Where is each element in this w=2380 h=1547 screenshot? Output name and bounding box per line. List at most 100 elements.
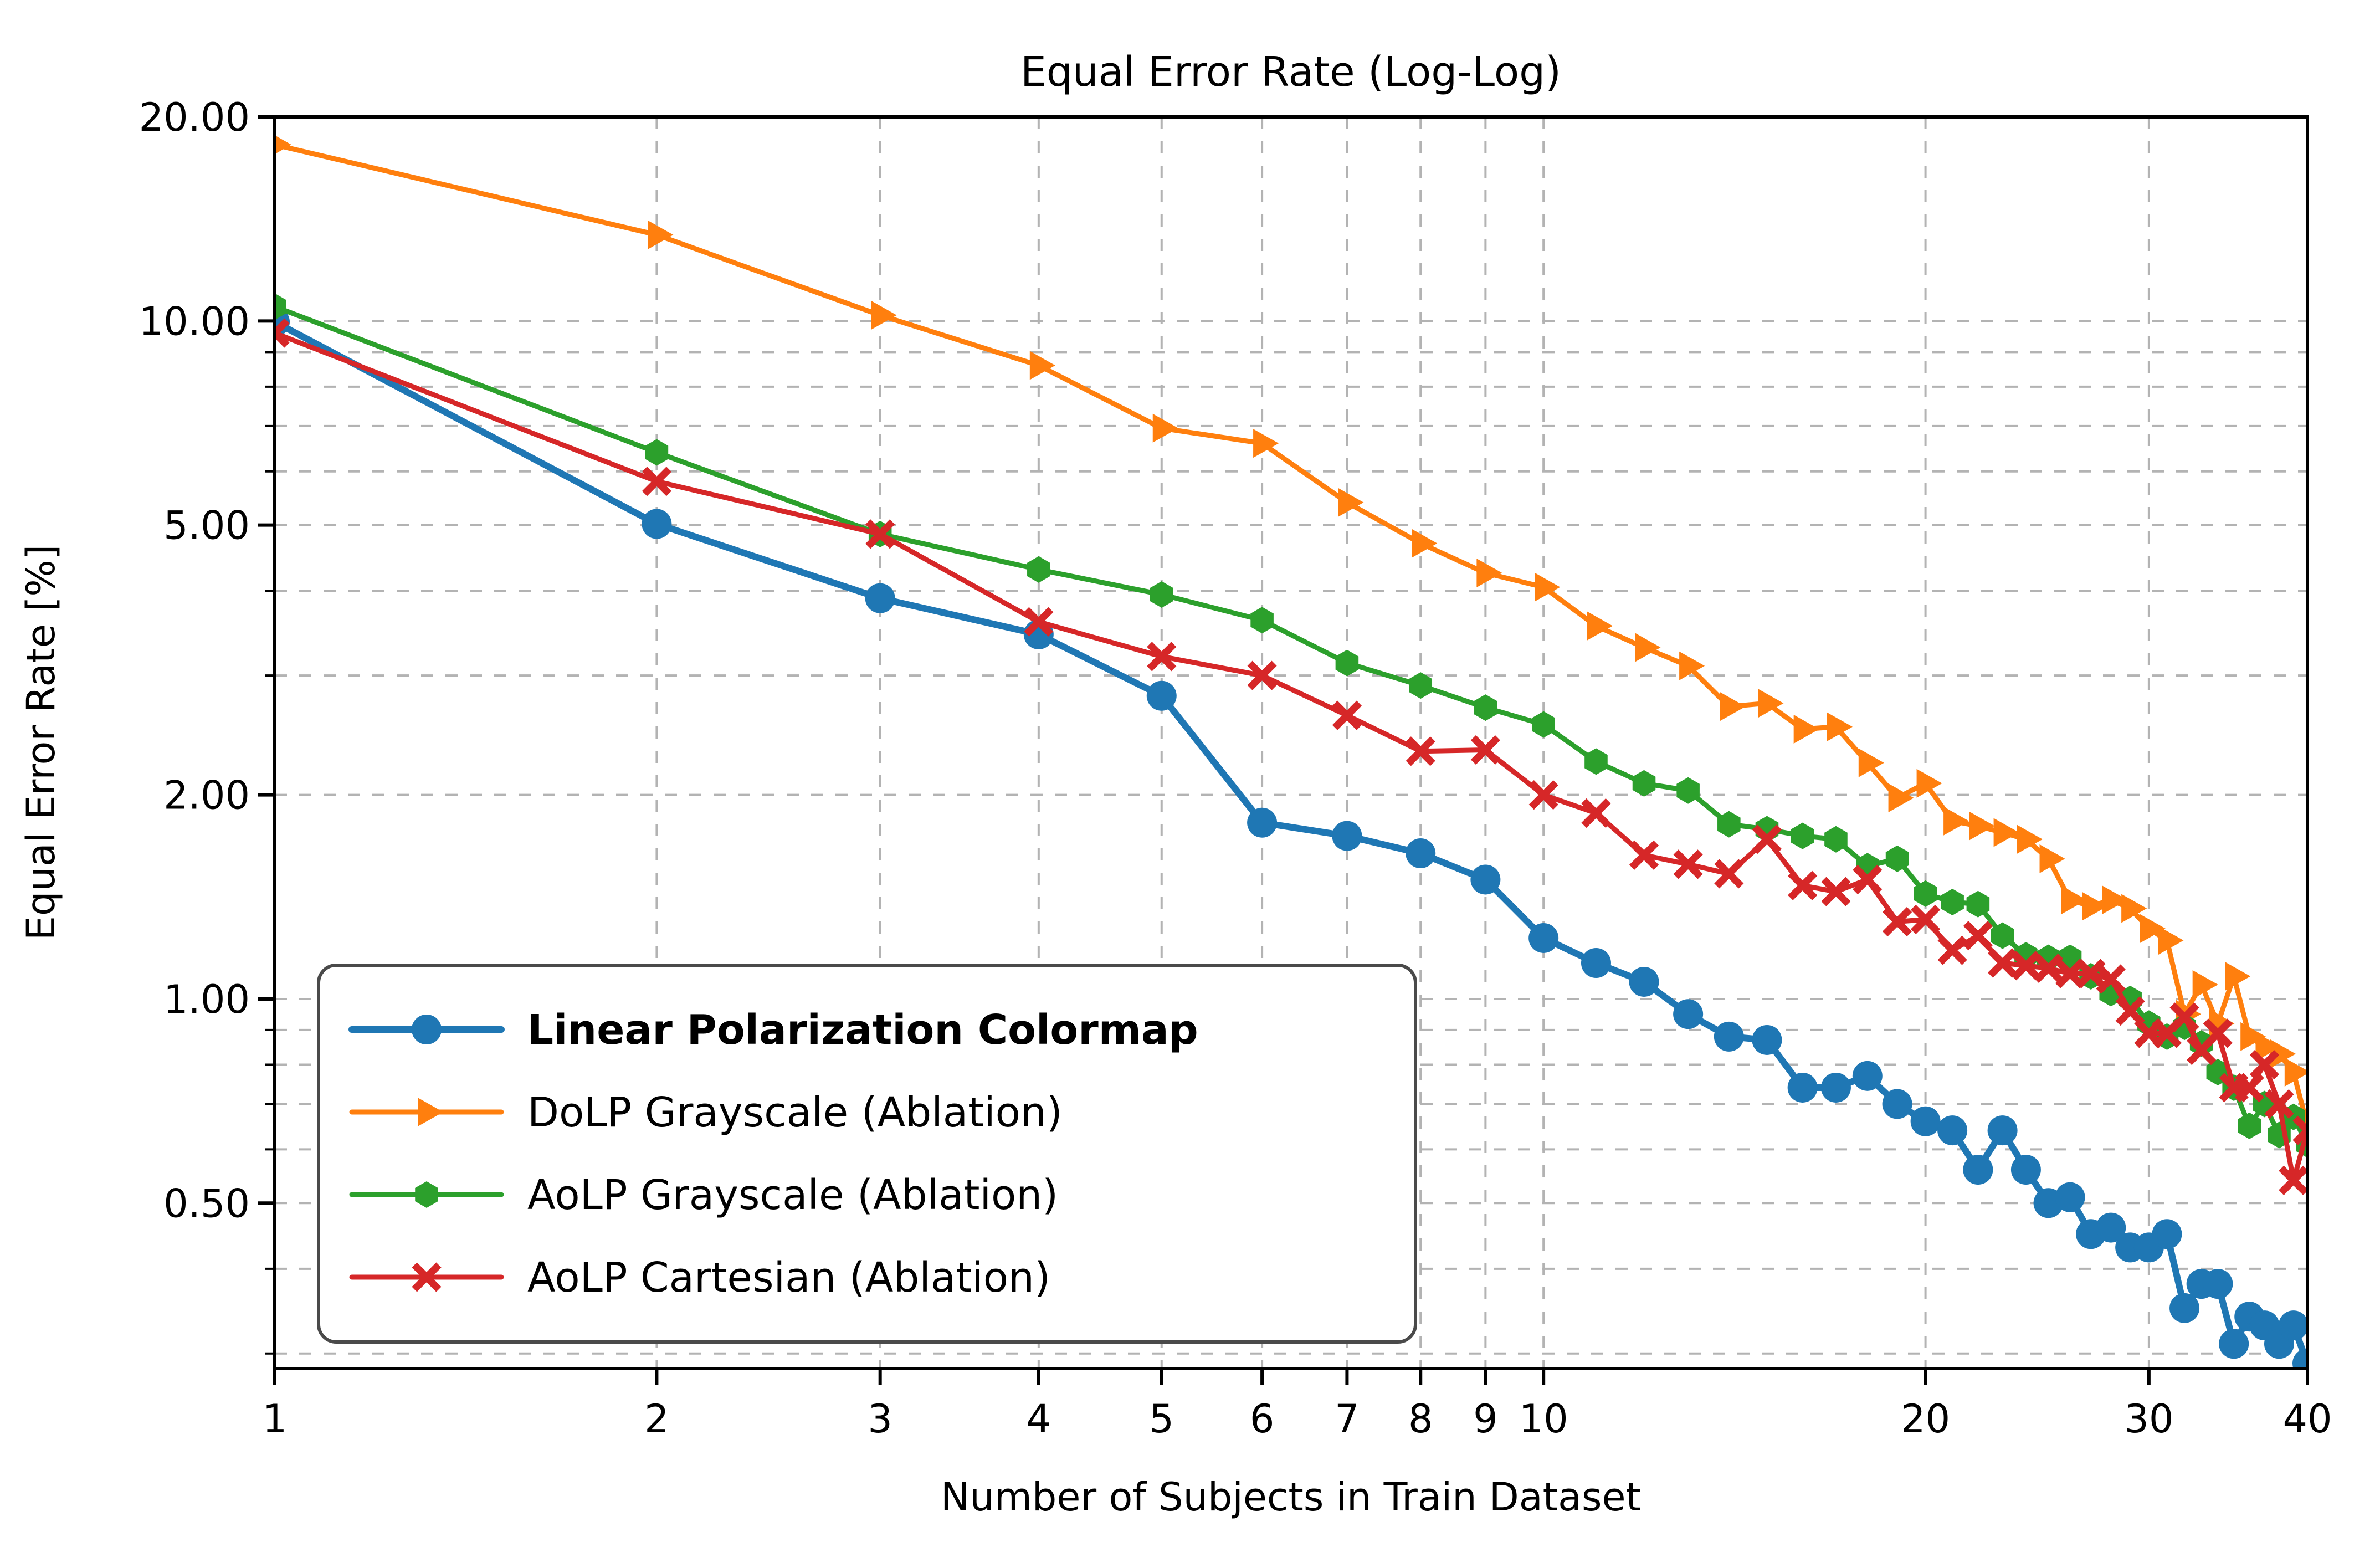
data-point-triangle [871,300,897,330]
series-line [275,142,2307,1129]
data-point-x [1673,849,1703,879]
data-point-triangle [1029,351,1055,380]
data-point-circle [2169,1293,2200,1323]
data-point-hexagon [2238,1112,2261,1139]
data-point-x [2292,1115,2307,1145]
data-point-triangle [1993,818,2019,847]
data-point-x [1247,660,1277,690]
x-tick-label: 30 [2124,1396,2173,1442]
data-point-triangle [1679,651,1705,680]
legend-entry-dolp-grayscale: DoLP Grayscale (Ablation) [349,1089,1063,1136]
data-point-circle [1852,1061,1883,1091]
data-point-triangle [2284,1057,2307,1087]
data-point-circle [1882,1089,1912,1119]
data-point-x [1528,780,1558,810]
data-point-x [1024,607,1054,637]
data-point-x [1470,735,1500,765]
x-tick-label: 4 [1027,1396,1051,1442]
data-point-triangle [2270,1039,2296,1068]
data-point-hexagon [1885,845,1909,872]
data-point-x [2033,953,2064,983]
x-tick-label: 7 [1335,1396,1360,1442]
data-point-hexagon [1027,556,1050,583]
data-point-triangle [2102,885,2128,915]
data-point-hexagon [1250,607,1274,634]
data-point-triangle [1720,692,1746,721]
data-point-x [1882,906,1912,937]
data-point-hexagon [1474,694,1497,721]
data-point-x [1752,824,1782,854]
data-point-x [1788,870,1818,900]
data-point-circle [2292,1348,2307,1369]
data-point-x [865,519,895,549]
data-point-triangle [1858,748,1884,777]
data-point-triangle [1338,488,1364,517]
data-point-x [2249,1049,2280,1080]
data-point-circle [1470,864,1501,895]
data-point-triangle [1916,769,1942,798]
data-point-circle [1714,1021,1744,1052]
data-point-x [1937,935,1967,965]
data-point-triangle [1635,633,1661,662]
x-tick-label: 20 [1901,1396,1950,1442]
y-axis-label: Equal Error Rate [%] [18,545,64,940]
data-point-triangle [648,220,674,249]
y-tick-label: 2.00 [163,773,250,818]
data-point-triangle [2140,914,2166,943]
data-series [275,135,2307,1369]
legend-marker-hexagon-icon [349,1181,504,1208]
data-point-triangle [2158,926,2184,955]
legend-entry-label: AoLP Grayscale (Ablation) [527,1171,1058,1219]
data-point-hexagon [1532,711,1555,738]
data-point-x [1147,642,1177,672]
data-point-x [1910,904,1941,935]
data-point-circle [865,583,895,613]
x-tick-label: 40 [2282,1396,2332,1442]
data-point-x [1406,736,1435,766]
data-point-hexagon [275,293,286,320]
data-point-triangle [2039,844,2065,873]
data-point-circle [2219,1329,2249,1359]
data-point-triangle [2121,894,2147,923]
data-point-triangle [1758,689,1784,718]
data-point-triangle [2240,1022,2266,1051]
data-point-circle [1963,1155,1993,1185]
data-point-hexagon [1941,888,1964,915]
legend-marker-x-icon [349,1262,504,1292]
axis-ticks [258,115,2309,1385]
data-point-circle [1332,821,1362,851]
x-tick-label: 10 [1519,1396,1568,1442]
data-point-circle [2278,1310,2307,1341]
data-point-triangle [2255,1032,2281,1062]
data-point-circle [2203,1269,2233,1299]
data-point-circle [1406,838,1436,869]
data-point-circle [1528,923,1559,953]
axis-tick-labels: 20.00 10.00 5.00 2.00 1.00 0.50 1 2 3 4 5 6 7 8 9 10 20 3… [139,95,2332,1442]
chart-title: Equal Error Rate (Log-Log) [1020,48,1561,96]
data-point-hexagon [415,1181,438,1208]
x-axis-label: Number of Subjects in Train Dataset [941,1474,1641,1520]
data-point-x [2264,1089,2294,1119]
data-point-x [2076,959,2106,988]
data-point-x [2011,951,2041,981]
legend-entry-label: Linear Polarization Colormap [527,1006,1198,1054]
series-dolp-grayscale [275,135,2307,1140]
data-point-circle [2152,1219,2182,1249]
x-tick-label: 6 [1250,1396,1275,1442]
data-point-triangle [418,1098,443,1126]
data-point-circle [1752,1024,1782,1055]
data-point-x [2169,1002,2199,1032]
data-point-circle [1987,1115,2018,1146]
data-point-x [2096,964,2126,994]
legend-entry-label: DoLP Grayscale (Ablation) [527,1089,1063,1136]
data-point-circle [1146,680,1177,711]
data-point-x [2234,1073,2264,1103]
data-point-circle [1673,999,1704,1029]
data-point-triangle [1943,806,1969,836]
data-point-triangle [1152,413,1178,443]
data-point-circle [1581,947,1611,978]
data-point-circle [1910,1106,1941,1136]
legend-frame [317,964,1417,1344]
data-point-hexagon [1991,922,2014,949]
